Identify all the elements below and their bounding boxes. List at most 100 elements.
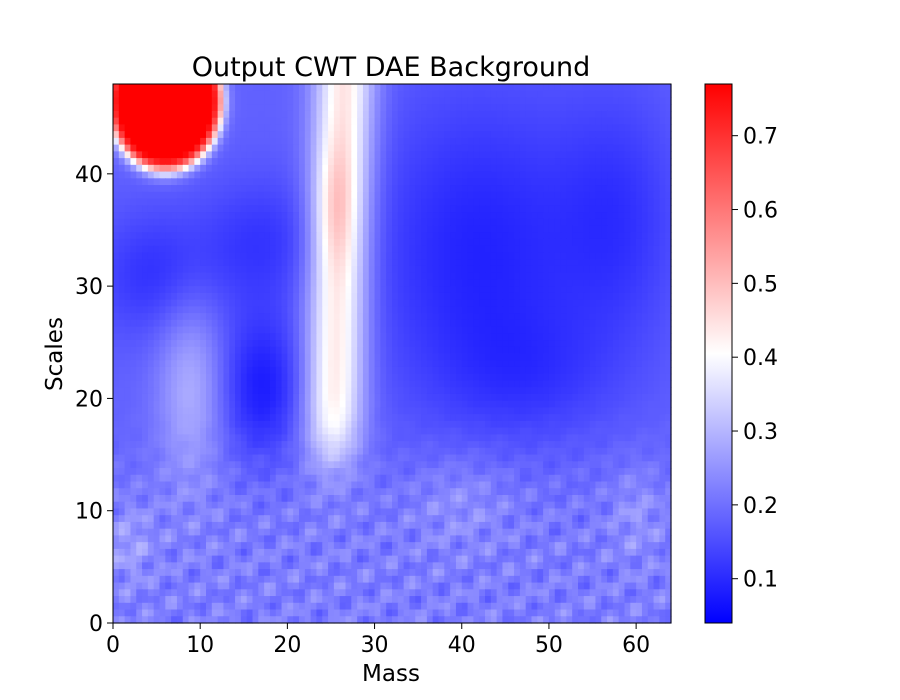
heatmap-cell (124, 360, 132, 368)
heatmap-cell (455, 117, 463, 126)
heatmap-cell (595, 124, 602, 132)
heatmap-cell (275, 333, 283, 341)
heatmap-cell (176, 333, 184, 341)
heatmap-cell (153, 313, 161, 321)
heatmap-cell (136, 259, 143, 267)
heatmap-cell (380, 198, 387, 206)
heatmap-cell (653, 205, 660, 213)
heatmap-cell (362, 366, 370, 375)
heatmap-cell (485, 245, 492, 254)
heatmap-cell (171, 400, 178, 408)
heatmap-cell (264, 306, 271, 314)
heatmap-cell (636, 272, 643, 280)
heatmap-cell (578, 137, 585, 146)
heatmap-cell (589, 225, 597, 233)
heatmap-cell (508, 144, 515, 152)
heatmap-cell (543, 252, 550, 260)
heatmap-cell (113, 326, 120, 334)
heatmap-cell (630, 252, 637, 260)
heatmap-cell (438, 286, 445, 294)
heatmap-cell (589, 400, 597, 408)
heatmap-cell (612, 225, 620, 233)
heatmap-cell (572, 137, 579, 146)
heatmap-cell (182, 245, 190, 254)
heatmap-cell (665, 299, 672, 307)
heatmap-cell (211, 252, 219, 260)
heatmap-cell (432, 164, 440, 173)
heatmap-cell (630, 90, 637, 99)
heatmap-cell (455, 353, 463, 361)
heatmap-cell (653, 366, 660, 375)
heatmap-cell (461, 346, 469, 355)
heatmap-cell (560, 104, 567, 112)
heatmap-cell (275, 272, 283, 280)
heatmap-cell (217, 292, 225, 301)
heatmap-cell (485, 387, 492, 395)
heatmap-cell (310, 198, 318, 206)
heatmap-cell (397, 373, 405, 382)
heatmap-cell (351, 238, 358, 247)
heatmap-cell (421, 117, 428, 126)
heatmap-cell (583, 212, 591, 220)
heatmap-cell (310, 333, 318, 341)
heatmap-cell (269, 360, 277, 368)
heatmap-cell (275, 313, 283, 321)
heatmap-cell (450, 104, 457, 112)
heatmap-cell (130, 104, 137, 112)
heatmap-cell (647, 117, 655, 126)
heatmap-cell (479, 353, 486, 361)
heatmap-cell (502, 178, 509, 186)
heatmap-cell (519, 279, 527, 287)
heatmap-cell (269, 232, 277, 240)
heatmap-cell (409, 232, 416, 240)
heatmap-cell (246, 265, 254, 274)
heatmap-cell (514, 393, 521, 402)
heatmap-cell (269, 104, 277, 112)
heatmap-cell (124, 292, 132, 301)
heatmap-cell (473, 299, 480, 307)
heatmap-cell (258, 333, 265, 341)
heatmap-cell (641, 90, 649, 99)
heatmap-cell (339, 407, 347, 415)
heatmap-cell (258, 97, 265, 105)
heatmap-cell (229, 232, 236, 240)
heatmap-cell (182, 225, 190, 233)
heatmap-cell (630, 299, 637, 307)
heatmap-cell (461, 245, 469, 254)
heatmap-cell (560, 185, 567, 193)
heatmap-cell (142, 279, 149, 287)
heatmap-cell (328, 272, 335, 280)
heatmap-cell (345, 340, 352, 348)
heatmap-cell (473, 387, 480, 395)
heatmap-cell (438, 387, 445, 395)
heatmap-cell (130, 137, 137, 146)
heatmap-cell (461, 212, 469, 220)
heatmap-cell (217, 353, 225, 361)
heatmap-cell (618, 340, 626, 348)
heatmap-cell (159, 414, 166, 422)
heatmap-cell (299, 387, 306, 395)
heatmap-cell (281, 326, 288, 334)
heatmap-cell (607, 191, 614, 200)
heatmap-cell (455, 407, 463, 415)
heatmap-cell (426, 353, 434, 361)
heatmap-cell (240, 171, 248, 179)
heatmap-cell (159, 144, 166, 152)
heatmap-cell (223, 205, 230, 213)
heatmap-cell (386, 286, 393, 294)
heatmap-cell (421, 158, 428, 166)
heatmap-cell (519, 259, 527, 267)
heatmap-cell (235, 110, 242, 119)
heatmap-cell (223, 124, 230, 132)
heatmap-cell (374, 326, 381, 334)
heatmap-cell (136, 313, 143, 321)
heatmap-cell (397, 313, 405, 321)
heatmap-cell (246, 306, 254, 314)
heatmap-cell (647, 319, 655, 328)
heatmap-cell (293, 171, 300, 179)
heatmap-cell (147, 292, 155, 301)
heatmap-cell (665, 151, 672, 159)
heatmap-cell (473, 90, 480, 99)
heatmap-cell (647, 373, 655, 382)
heatmap-cell (595, 326, 602, 334)
